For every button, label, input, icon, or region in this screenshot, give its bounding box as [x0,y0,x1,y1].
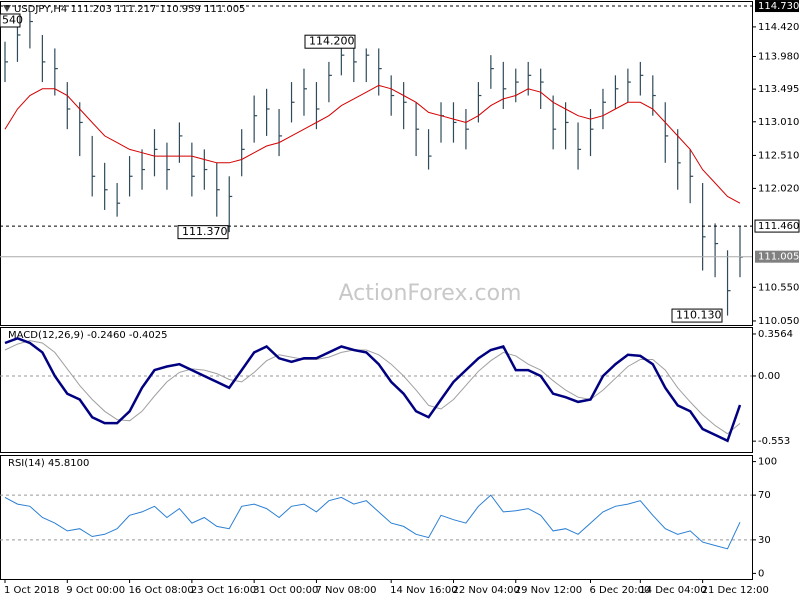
level-tag [755,0,799,13]
y-tick-label: 112.510 [758,150,799,161]
level-tag [754,219,800,233]
y-tick-label: 113.010 [758,117,799,128]
x-tick-label: 14 Dec 04:00 [639,585,706,596]
annotation-box [177,225,229,240]
level-label: 111.460 [758,221,799,232]
y-tick-label: 110.050 [758,316,799,327]
frame [0,1,753,580]
y-tick-label: -0.553 [758,436,790,447]
x-tick-label: 1 Oct 2018 [4,585,59,596]
annotation-label: 110.130 [676,309,722,322]
x-tick-label: 7 Nov 08:00 [315,585,376,596]
watermark: ActionForex.com [339,281,522,306]
annotation-box [0,13,21,28]
rsi-title: RSI(14) 45.8100 [8,458,89,469]
x-tick-label: 31 Oct 00:00 [253,585,318,596]
level-label: 111.005 [758,252,799,263]
line [4,494,741,550]
level-label: 114.730 [758,1,799,12]
annotation-label: 114.200 [309,35,355,48]
price-bars [4,11,743,316]
y-tick-label: 0.00 [758,371,780,382]
annotation-label: 111.370 [182,225,228,238]
y-tick-label: 70 [758,490,771,501]
annotation-label: 540 [2,14,23,27]
x-tick-label: 16 Oct 08:00 [129,585,194,596]
line [4,336,742,443]
line [4,84,741,204]
y-tick-label: 30 [758,535,771,546]
macd-title: MACD(12,26,9) -0.2460 -0.4025 [8,330,168,341]
x-tick-label: 29 Nov 12:00 [515,585,582,596]
level-tag [755,250,799,263]
annotation-box [304,34,356,49]
y-tick-label: 100 [758,457,777,468]
title-icon [3,5,11,12]
x-tick-label: 21 Dec 12:00 [702,585,769,596]
x-tick-label: 22 Nov 04:00 [452,585,519,596]
annotation-box [671,308,723,323]
y-tick-label: 114.420 [758,22,799,33]
y-tick-label: 0 [758,568,764,579]
y-tick-label: 110.550 [758,282,799,293]
line [4,340,741,435]
y-tick-label: 112.020 [758,183,799,194]
x-tick-label: 6 Dec 20:00 [590,585,651,596]
x-tick-label: 23 Oct 16:00 [191,585,256,596]
chart-title: USDJPY,H4 111.203 111.217 110.959 111.00… [14,4,245,15]
y-tick-label: 113.980 [758,52,799,63]
y-tick-label: 0.3564 [758,329,793,340]
x-tick-label: 14 Nov 16:00 [390,585,457,596]
x-tick-label: 9 Oct 00:00 [66,585,125,596]
y-tick-label: 113.495 [758,84,799,95]
